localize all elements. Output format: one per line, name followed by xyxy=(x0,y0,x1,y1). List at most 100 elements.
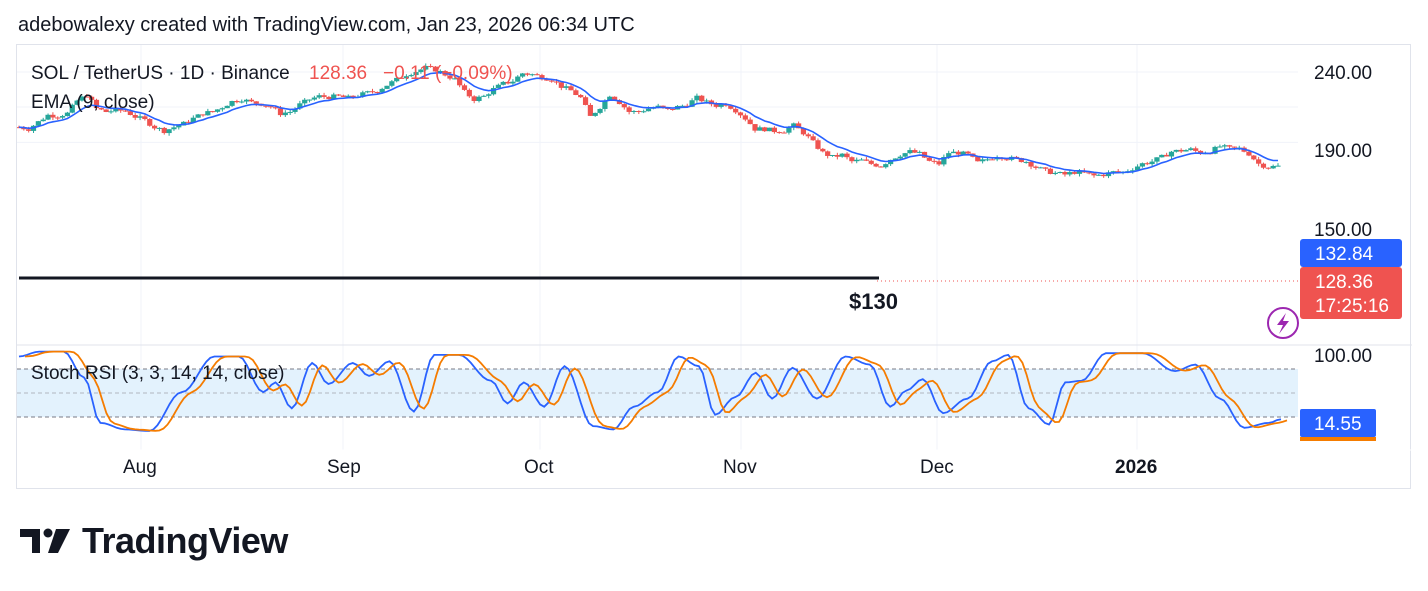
price-tick: 150.00 xyxy=(1314,220,1372,241)
candle-body xyxy=(1168,151,1175,157)
candlesticks[interactable] xyxy=(17,63,1281,179)
candle-body xyxy=(239,101,245,103)
candle-body xyxy=(631,110,637,112)
candle xyxy=(1023,161,1029,164)
legend-price: 128.36 xyxy=(309,63,367,84)
candle-body xyxy=(839,153,845,157)
candle-body xyxy=(820,148,826,152)
candle xyxy=(1173,149,1179,153)
candle xyxy=(984,157,991,162)
candle-body xyxy=(64,112,71,117)
candle xyxy=(1226,144,1233,149)
stoch-rsi-d-line[interactable] xyxy=(24,350,1288,432)
rsi-value-tag-text: 14.55 xyxy=(1314,414,1362,435)
candle xyxy=(1139,162,1146,168)
candle xyxy=(699,94,705,103)
candle-body xyxy=(1164,154,1170,157)
candle-body xyxy=(108,111,114,113)
candle-body xyxy=(965,151,971,154)
candle-body xyxy=(568,86,574,91)
chart-canvas[interactable]: $130 SOL / TetherUS · 1D · Binance 128.3… xyxy=(17,45,1412,490)
candle xyxy=(1038,166,1044,169)
candle-body xyxy=(868,160,874,164)
candle xyxy=(980,157,986,164)
candle-body xyxy=(1076,170,1083,174)
candle xyxy=(302,98,308,106)
candle xyxy=(563,83,569,90)
candle-body xyxy=(176,125,182,128)
candle xyxy=(452,76,458,80)
candle-body xyxy=(423,65,429,70)
candle-body xyxy=(500,81,506,85)
candle xyxy=(176,125,182,130)
support-level-label: $130 xyxy=(849,289,898,314)
candle-body xyxy=(1052,172,1058,174)
candle-body xyxy=(505,81,511,84)
candle-body xyxy=(1115,171,1121,173)
candle-body xyxy=(297,103,303,109)
candle xyxy=(500,81,506,86)
candle xyxy=(40,117,46,122)
candle xyxy=(89,95,95,101)
candle xyxy=(1270,164,1276,169)
candle-body xyxy=(1154,157,1160,162)
ema-line[interactable] xyxy=(18,71,1278,175)
candle-body xyxy=(825,151,831,156)
candle-body xyxy=(810,136,816,141)
candle xyxy=(549,79,555,83)
candle xyxy=(306,99,313,103)
candle xyxy=(742,113,748,122)
candle xyxy=(461,83,468,91)
candle xyxy=(423,63,429,71)
candle-body xyxy=(941,156,947,165)
candle xyxy=(408,73,414,77)
candle-body xyxy=(796,123,802,129)
candle xyxy=(597,108,603,115)
candle-body xyxy=(384,85,390,89)
candle-body xyxy=(766,127,773,132)
candle xyxy=(1251,155,1257,161)
candle xyxy=(863,156,870,162)
candle xyxy=(878,166,884,168)
candle xyxy=(757,125,763,131)
candle-body xyxy=(461,85,468,90)
candle xyxy=(389,80,395,88)
candle xyxy=(69,103,75,114)
candle-body xyxy=(408,75,414,77)
candle xyxy=(345,94,351,98)
candle-body xyxy=(510,81,516,84)
candle xyxy=(45,113,51,121)
candle-body xyxy=(950,151,957,154)
legend-symbol[interactable]: SOL / TetherUS · 1D · Binance xyxy=(31,63,290,84)
candle-body xyxy=(219,108,225,110)
candle-body xyxy=(728,105,734,109)
brand[interactable]: TradingView xyxy=(20,520,288,562)
candle xyxy=(1193,146,1199,153)
chart-frame[interactable]: $130 SOL / TetherUS · 1D · Binance 128.3… xyxy=(16,44,1412,490)
candle xyxy=(340,94,347,97)
candle-body xyxy=(263,105,269,107)
candle-body xyxy=(1149,161,1155,165)
candle xyxy=(931,158,937,164)
candle-body xyxy=(984,159,991,161)
candle xyxy=(936,159,942,166)
candle xyxy=(316,93,322,99)
candle xyxy=(524,72,531,77)
lightning-icon[interactable] xyxy=(1267,307,1299,339)
candle-body xyxy=(737,112,744,116)
candle xyxy=(641,109,647,114)
candle-body xyxy=(413,72,419,76)
legend-ema[interactable]: EMA (9, close) xyxy=(31,92,155,113)
candle-body xyxy=(602,100,608,109)
candle-body xyxy=(403,76,409,79)
candle-body xyxy=(447,75,453,79)
candle-body xyxy=(74,100,80,105)
candle-body xyxy=(815,140,821,149)
candle-body xyxy=(616,100,623,105)
rsi-value-tag-underline xyxy=(1300,437,1376,441)
candle xyxy=(1168,150,1175,160)
legend-stoch-rsi[interactable]: Stoch RSI (3, 3, 14, 14, close) xyxy=(31,363,284,384)
candle xyxy=(234,99,240,104)
candle-body xyxy=(253,101,259,104)
candle-body xyxy=(432,66,439,72)
